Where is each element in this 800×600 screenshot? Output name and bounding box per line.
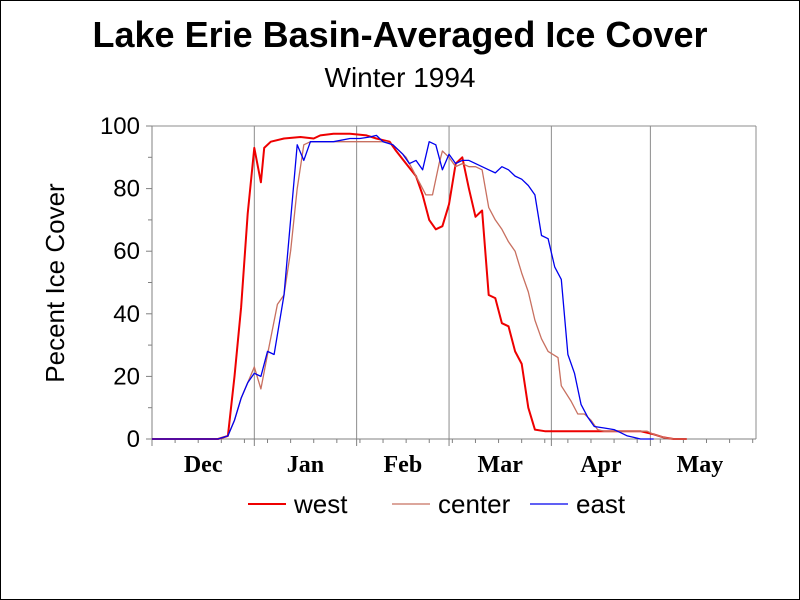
- chart-subtitle: Winter 1994: [324, 62, 476, 93]
- series-lines: [152, 132, 687, 440]
- y-tick-label: 80: [113, 176, 140, 203]
- chart-title: Lake Erie Basin-Averaged Ice Cover: [92, 14, 708, 55]
- y-tick-label: 40: [113, 301, 140, 328]
- grid-lines: [253, 126, 651, 439]
- x-tick-label-jan: Jan: [287, 452, 324, 478]
- series-line-center: [152, 141, 687, 440]
- x-tick-label-dec: Dec: [184, 452, 223, 478]
- y-tick-label: 60: [113, 238, 140, 265]
- legend-label-center: center: [438, 489, 511, 519]
- legend: west center east: [248, 489, 626, 519]
- series-line-west: [152, 132, 687, 440]
- axes: 0 20 40 60 80 100 Dec Jan Feb Mar Apr May: [100, 113, 757, 478]
- x-tick-label-may: May: [677, 452, 724, 478]
- x-tick-label-apr: Apr: [580, 452, 622, 478]
- legend-label-west: west: [293, 489, 348, 519]
- y-tick-label: 20: [113, 363, 140, 390]
- y-axis-label: Pecent Ice Cover: [40, 183, 70, 383]
- series-line-east: [152, 134, 654, 440]
- x-tick-label-mar: Mar: [478, 452, 524, 478]
- y-tick-label: 100: [100, 113, 140, 140]
- y-tick-label: 0: [127, 426, 140, 453]
- legend-label-east: east: [576, 489, 626, 519]
- x-tick-label-feb: Feb: [384, 452, 423, 478]
